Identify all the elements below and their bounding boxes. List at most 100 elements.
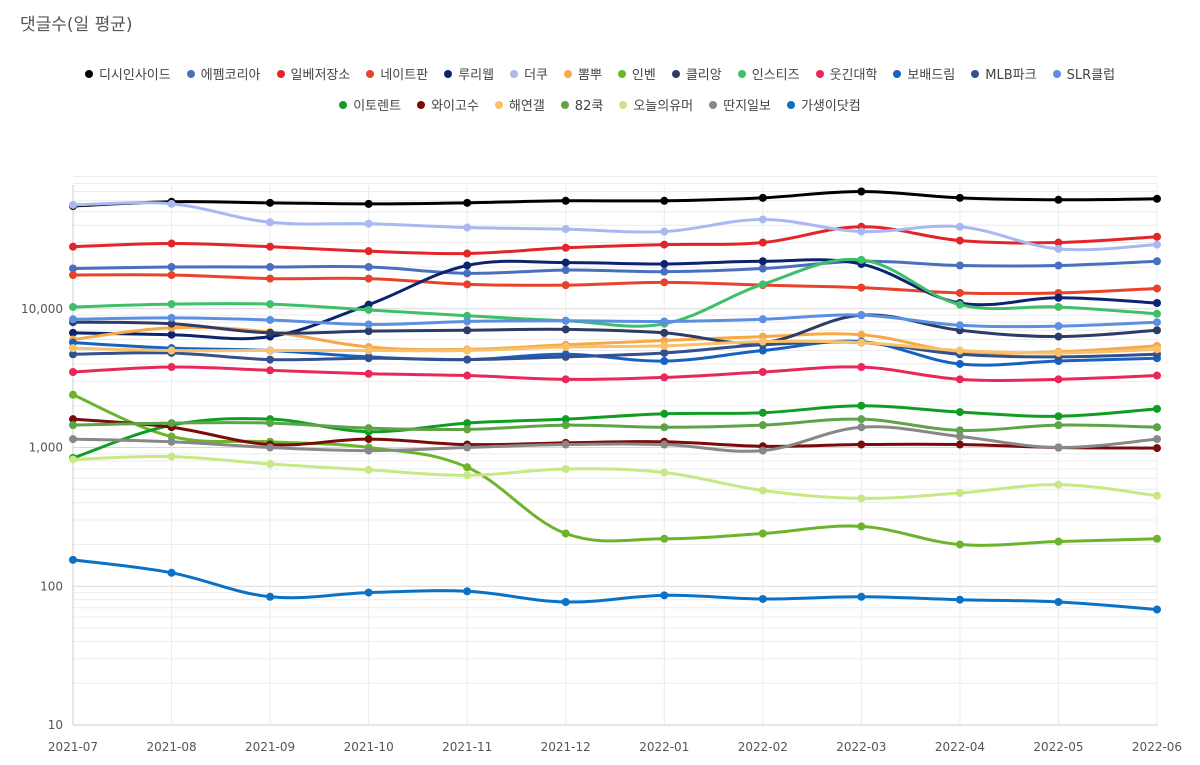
data-point[interactable] <box>1054 443 1063 452</box>
data-point[interactable] <box>1153 404 1161 413</box>
data-point[interactable] <box>857 187 866 196</box>
data-point[interactable] <box>463 326 472 335</box>
data-point[interactable] <box>266 328 275 337</box>
data-point[interactable] <box>1153 232 1161 241</box>
data-point[interactable] <box>660 357 669 366</box>
data-point[interactable] <box>758 368 767 377</box>
data-point[interactable] <box>364 262 373 271</box>
data-point[interactable] <box>167 313 176 322</box>
series-group[interactable] <box>69 257 1161 341</box>
data-point[interactable] <box>69 200 77 209</box>
legend-item[interactable]: 가생이닷컴 <box>786 95 861 114</box>
data-point[interactable] <box>266 300 275 309</box>
data-point[interactable] <box>167 319 176 328</box>
series-line[interactable] <box>71 313 1159 329</box>
data-point[interactable] <box>758 280 767 289</box>
data-point[interactable] <box>660 328 669 337</box>
data-point[interactable] <box>660 348 669 357</box>
data-point[interactable] <box>758 529 767 538</box>
data-point[interactable] <box>1153 491 1161 500</box>
series-group[interactable] <box>69 401 1161 463</box>
data-point[interactable] <box>561 440 570 449</box>
data-point[interactable] <box>1054 261 1063 270</box>
data-point[interactable] <box>266 419 275 428</box>
data-point[interactable] <box>561 352 570 361</box>
legend-item[interactable]: 일베저장소 <box>276 64 350 83</box>
data-point[interactable] <box>857 401 866 410</box>
data-point[interactable] <box>857 330 866 339</box>
series-line[interactable] <box>71 339 1159 355</box>
data-point[interactable] <box>857 283 866 292</box>
series-line[interactable] <box>71 558 1159 611</box>
series-line[interactable] <box>71 417 1159 432</box>
data-point[interactable] <box>1054 597 1063 606</box>
data-point[interactable] <box>660 591 669 600</box>
data-point[interactable] <box>364 369 373 378</box>
data-point[interactable] <box>955 408 964 417</box>
data-point[interactable] <box>463 317 472 326</box>
data-point[interactable] <box>561 325 570 334</box>
data-point[interactable] <box>758 238 767 247</box>
data-point[interactable] <box>660 440 669 449</box>
data-point[interactable] <box>857 255 866 264</box>
legend-item[interactable]: 해연갤 <box>494 95 545 114</box>
data-point[interactable] <box>857 592 866 601</box>
data-point[interactable] <box>463 355 472 364</box>
data-point[interactable] <box>167 452 176 461</box>
data-point[interactable] <box>463 471 472 480</box>
series-group[interactable] <box>69 337 1161 357</box>
data-point[interactable] <box>857 227 866 236</box>
legend-item[interactable]: 인벤 <box>617 64 656 83</box>
data-point[interactable] <box>1054 348 1063 357</box>
series-line[interactable] <box>71 425 1159 453</box>
data-point[interactable] <box>758 337 767 346</box>
data-point[interactable] <box>1153 309 1161 318</box>
data-point[interactable] <box>364 446 373 455</box>
data-point[interactable] <box>758 215 767 224</box>
data-point[interactable] <box>660 468 669 477</box>
data-point[interactable] <box>561 421 570 430</box>
data-point[interactable] <box>1153 318 1161 327</box>
data-point[interactable] <box>1054 375 1063 384</box>
data-point[interactable] <box>857 415 866 424</box>
data-point[interactable] <box>857 494 866 503</box>
data-point[interactable] <box>561 597 570 606</box>
series-group[interactable] <box>69 187 1161 211</box>
data-point[interactable] <box>463 223 472 232</box>
data-point[interactable] <box>167 199 176 208</box>
data-point[interactable] <box>857 311 866 320</box>
data-point[interactable] <box>1153 534 1161 543</box>
data-point[interactable] <box>167 271 176 280</box>
data-point[interactable] <box>758 346 767 355</box>
data-point[interactable] <box>955 346 964 355</box>
data-point[interactable] <box>955 595 964 604</box>
data-point[interactable] <box>266 315 275 324</box>
legend-item[interactable]: 에펨코리아 <box>186 64 261 83</box>
data-point[interactable] <box>266 355 275 364</box>
data-point[interactable] <box>69 421 77 430</box>
data-point[interactable] <box>69 435 77 444</box>
data-point[interactable] <box>266 460 275 469</box>
data-point[interactable] <box>561 316 570 325</box>
series-line[interactable] <box>71 313 1159 345</box>
data-point[interactable] <box>758 594 767 603</box>
data-point[interactable] <box>69 242 77 251</box>
data-point[interactable] <box>266 242 275 251</box>
data-point[interactable] <box>463 463 472 472</box>
data-point[interactable] <box>1054 244 1063 253</box>
data-point[interactable] <box>1054 480 1063 489</box>
data-point[interactable] <box>1153 284 1161 293</box>
data-point[interactable] <box>69 271 77 280</box>
data-point[interactable] <box>1153 371 1161 380</box>
data-point[interactable] <box>69 368 77 377</box>
data-point[interactable] <box>463 280 472 289</box>
data-point[interactable] <box>69 302 77 311</box>
legend-item[interactable]: 오늘의유머 <box>619 95 693 114</box>
legend-item[interactable]: 딴지일보 <box>709 95 771 114</box>
data-point[interactable] <box>955 288 964 297</box>
data-point[interactable] <box>167 419 176 428</box>
data-point[interactable] <box>955 426 964 435</box>
data-point[interactable] <box>69 264 77 273</box>
series-line[interactable] <box>71 365 1159 382</box>
legend-item[interactable]: 웃긴대학 <box>815 64 877 83</box>
